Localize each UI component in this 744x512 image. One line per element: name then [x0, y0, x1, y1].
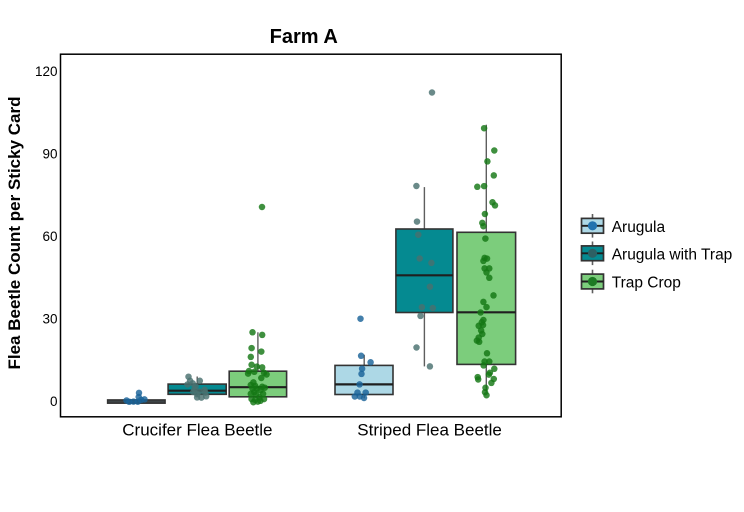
- svg-text:Arugula: Arugula: [612, 219, 666, 236]
- svg-text:Farm A: Farm A: [270, 26, 338, 48]
- svg-text:Arugula with Trap: Arugula with Trap: [612, 246, 733, 263]
- svg-text:Trap Crop: Trap Crop: [612, 275, 681, 292]
- svg-text:60: 60: [42, 229, 57, 244]
- svg-text:Flea Beetle Count per Sticky C: Flea Beetle Count per Sticky Card: [5, 96, 24, 369]
- svg-text:Striped Flea Beetle: Striped Flea Beetle: [357, 420, 502, 439]
- svg-text:120: 120: [35, 64, 58, 79]
- svg-text:0: 0: [50, 394, 58, 409]
- svg-text:30: 30: [42, 311, 57, 326]
- svg-text:Crucifer Flea Beetle: Crucifer Flea Beetle: [122, 420, 272, 439]
- svg-text:90: 90: [42, 146, 57, 161]
